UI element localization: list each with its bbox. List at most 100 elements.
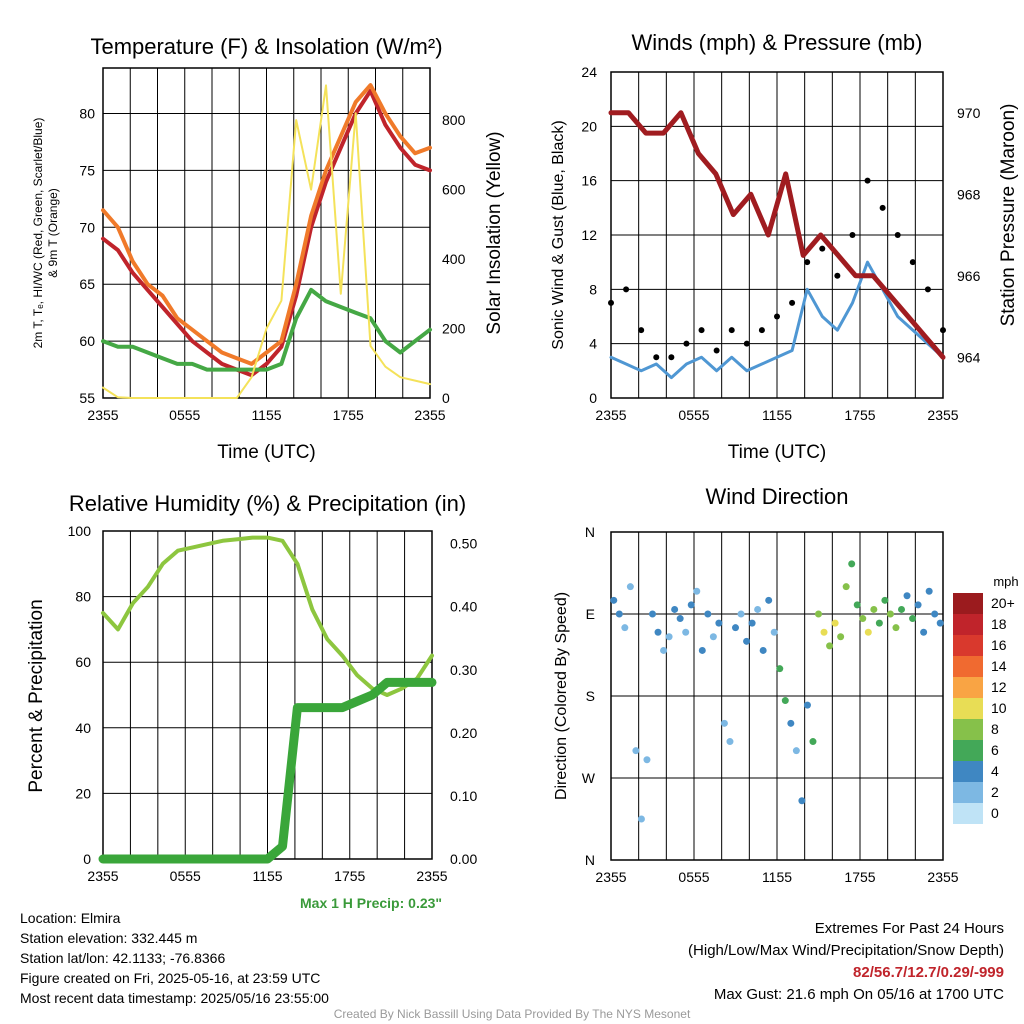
dir-point bbox=[649, 610, 656, 618]
dir-point bbox=[704, 610, 712, 618]
legend-title: mph bbox=[993, 574, 1018, 589]
dir-point bbox=[737, 610, 745, 618]
rh-xtick-label: 2355 bbox=[87, 868, 118, 884]
wind-y2tick-label: 968 bbox=[957, 186, 981, 202]
wind-gust-point bbox=[819, 245, 826, 252]
temp-xtick-label: 1155 bbox=[251, 407, 281, 423]
legend-swatch bbox=[953, 719, 983, 740]
dir-frame bbox=[610, 531, 944, 861]
temp-ytick-label: 55 bbox=[79, 390, 95, 406]
temp-frame bbox=[102, 67, 431, 399]
dir-point bbox=[920, 628, 928, 636]
dir-point bbox=[881, 596, 889, 604]
wind-frame bbox=[610, 71, 944, 399]
dir-point bbox=[826, 642, 834, 650]
dir-point bbox=[914, 601, 922, 609]
wind-gust-point bbox=[623, 286, 630, 293]
wind-grid bbox=[610, 71, 944, 399]
dir-point bbox=[698, 646, 706, 654]
dir-ytick-label: E bbox=[586, 606, 595, 622]
legend-swatch bbox=[953, 656, 983, 677]
legend-label: 16 bbox=[991, 637, 1007, 653]
legend-swatch bbox=[953, 803, 983, 824]
temp-ytick-label: 65 bbox=[79, 276, 95, 292]
dir-point bbox=[864, 628, 872, 636]
dir-point bbox=[687, 601, 695, 609]
dir-point bbox=[615, 610, 623, 618]
wind-xtick-label: 2355 bbox=[595, 407, 626, 423]
temp-xtick-label: 2355 bbox=[87, 407, 118, 423]
legend-swatch bbox=[953, 635, 983, 656]
temp-ytick-label: 75 bbox=[79, 162, 95, 178]
dir-point bbox=[676, 615, 684, 623]
dir-point bbox=[898, 605, 905, 613]
legend-label: 6 bbox=[991, 742, 999, 758]
temp-y2tick-label: 600 bbox=[442, 182, 466, 198]
dir-point bbox=[759, 646, 767, 654]
wind-ylabel-left: Sonic Wind & Gust (Blue, Black) bbox=[550, 120, 567, 349]
dir-point bbox=[931, 610, 939, 618]
legend-swatch bbox=[953, 593, 983, 614]
rh-ytick-label: 60 bbox=[75, 654, 91, 670]
temp-y2tick-label: 0 bbox=[442, 390, 450, 406]
wind-gust-point bbox=[653, 354, 660, 361]
location-text: Location: Elmira bbox=[20, 910, 121, 926]
dir-point bbox=[637, 815, 645, 823]
temp-series-solar bbox=[102, 84, 431, 399]
legend-label: 18 bbox=[991, 616, 1007, 632]
wind-series-pressure bbox=[608, 110, 946, 360]
legend-label: 12 bbox=[991, 679, 1007, 695]
wind-title: Winds (mph) & Pressure (mb) bbox=[632, 30, 923, 55]
dir-point bbox=[787, 719, 795, 727]
dir-point bbox=[870, 605, 878, 613]
wind-gust-point bbox=[774, 313, 780, 320]
dir-point bbox=[709, 633, 717, 641]
dir-point bbox=[682, 628, 690, 636]
temp-xtick-label: 2355 bbox=[414, 407, 445, 423]
dir-point bbox=[626, 583, 634, 591]
dir-ytick-label: W bbox=[582, 770, 596, 786]
dir-point bbox=[660, 646, 668, 654]
dir-point bbox=[803, 701, 811, 709]
dir-point bbox=[754, 605, 762, 613]
extremes-block: Extremes For Past 24 Hours (High/Low/Max… bbox=[688, 918, 1004, 1006]
rh-xtick-label: 1755 bbox=[334, 868, 365, 884]
legend-label: 4 bbox=[991, 763, 999, 779]
dir-point bbox=[815, 610, 822, 618]
dir-point bbox=[848, 560, 856, 568]
wind-gust-point bbox=[879, 204, 886, 211]
wind-gust-point bbox=[608, 299, 614, 306]
wind-gust-point bbox=[789, 299, 796, 306]
rh-ytick-label: 40 bbox=[75, 720, 91, 736]
dir-xtick-label: 1155 bbox=[762, 869, 792, 885]
legend-swatch bbox=[953, 740, 983, 761]
dir-point bbox=[842, 583, 850, 591]
temp-xtick-label: 0555 bbox=[169, 407, 200, 423]
wind-gust-point bbox=[804, 259, 811, 266]
legend-label: 0 bbox=[991, 805, 999, 821]
recent-text: Most recent data timestamp: 2025/05/16 2… bbox=[20, 990, 329, 1006]
wind-gust-point bbox=[743, 340, 750, 347]
dir-ytick-label: S bbox=[586, 688, 595, 704]
dir-point bbox=[820, 628, 828, 636]
dir-ytick-label: N bbox=[585, 852, 595, 868]
max-precip-label: Max 1 H Precip: 0.23" bbox=[300, 895, 443, 911]
rh-title: Relative Humidity (%) & Precipitation (i… bbox=[69, 491, 466, 516]
dir-point bbox=[671, 605, 679, 613]
dir-point bbox=[837, 633, 845, 641]
temp-xlabel: Time (UTC) bbox=[217, 442, 316, 463]
dir-point bbox=[654, 628, 662, 636]
extremes-values: 82/56.7/12.7/0.29/-999 bbox=[853, 964, 1004, 981]
temp-ytick-label: 70 bbox=[79, 219, 95, 235]
legend-swatch bbox=[953, 782, 983, 803]
extremes-title: Extremes For Past 24 Hours bbox=[814, 920, 1004, 937]
dir-point bbox=[693, 587, 701, 595]
rh-y2tick-label: 0.20 bbox=[450, 725, 477, 741]
temp-ylabel-left-1: 2m T, Tₑ, HI/WC (Red, Green, Scarlet/Blu… bbox=[31, 118, 45, 349]
dir-point bbox=[726, 738, 734, 746]
dir-point bbox=[781, 697, 789, 705]
dir-point bbox=[925, 587, 933, 595]
wind-gust-point bbox=[698, 327, 705, 334]
rh-ytick-label: 0 bbox=[83, 851, 91, 867]
wind-gust-point bbox=[668, 354, 675, 361]
